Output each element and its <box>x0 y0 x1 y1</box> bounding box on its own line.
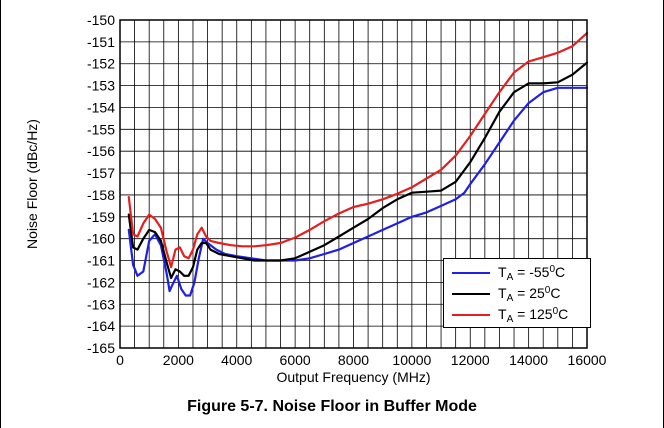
y-tick-label: -159 <box>87 209 115 225</box>
y-tick-label: -162 <box>87 274 115 290</box>
figure-caption: Figure 5-7. Noise Floor in Buffer Mode <box>187 398 477 415</box>
legend: TA = -550C TA = 250C TA = 1250C <box>443 258 591 328</box>
legend-item-minus55: TA = -550C <box>450 263 590 283</box>
y-tick-label: -163 <box>87 296 115 312</box>
y-tick-labels: -150 -151 -152 -153 -154 -155 -156 -157 -158 -159… <box>87 12 115 356</box>
y-tick-label: -151 <box>87 34 115 50</box>
x-tick-labels: 0 2000 4000 6000 8000 10000 12000 14000 16000 <box>116 352 607 368</box>
x-tick-label: 6000 <box>280 352 311 368</box>
series-lines <box>127 31 589 297</box>
x-tick-label: 0 <box>116 352 124 368</box>
y-tick-label: -155 <box>87 121 115 137</box>
x-tick-label: 10000 <box>392 352 431 368</box>
legend-item-25: TA = 250C <box>450 284 590 304</box>
x-tick-label: 16000 <box>568 352 607 368</box>
noise-floor-chart: 0 2000 4000 6000 8000 10000 12000 14000 16000 -1… <box>24 12 607 385</box>
legend-label-minus55: TA = -550C <box>498 264 566 283</box>
y-tick-label: -154 <box>87 99 115 115</box>
x-tick-label: 8000 <box>338 352 369 368</box>
y-tick-label: -161 <box>87 253 115 269</box>
y-tick-label: -160 <box>87 231 115 247</box>
x-axis-label: Output Frequency (MHz) <box>276 369 430 385</box>
y-tick-label: -157 <box>87 165 115 181</box>
y-tick-label: -150 <box>87 12 115 28</box>
x-tick-label: 12000 <box>451 352 490 368</box>
y-tick-label: -165 <box>87 340 115 356</box>
plot-border <box>119 19 588 349</box>
y-tick-label: -153 <box>87 78 115 94</box>
x-tick-label: 4000 <box>221 352 252 368</box>
y-tick-label: -164 <box>87 318 115 334</box>
legend-label-25: TA = 250C <box>498 285 561 304</box>
x-tick-label: 2000 <box>163 352 194 368</box>
series-line-1 <box>127 61 589 280</box>
y-tick-label: -152 <box>87 56 115 72</box>
legend-item-125: TA = 1250C <box>450 305 590 325</box>
y-axis-label: Noise Floor (dBc/Hz) <box>24 119 40 249</box>
y-tick-label: -158 <box>87 187 115 203</box>
series-line-2 <box>127 31 589 269</box>
legend-swatch-minus55 <box>452 272 490 274</box>
legend-label-125: TA = 1250C <box>498 306 569 325</box>
y-tick-label: -156 <box>87 143 115 159</box>
legend-swatch-125 <box>452 314 490 316</box>
x-tick-label: 14000 <box>509 352 548 368</box>
legend-swatch-25 <box>452 293 490 295</box>
